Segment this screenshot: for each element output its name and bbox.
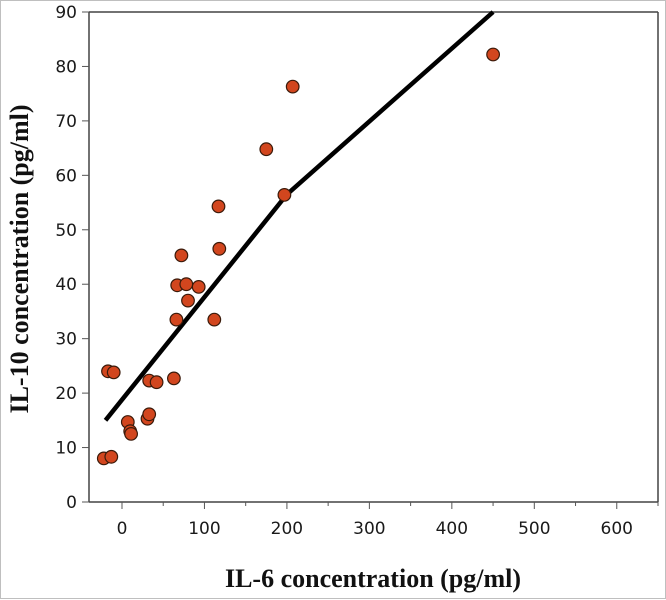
y-tick-label: 70	[55, 112, 77, 132]
data-points	[96, 47, 501, 466]
data-point	[181, 293, 195, 308]
y-tick-label: 20	[55, 384, 77, 404]
x-tick-label: 0	[117, 519, 128, 539]
data-point	[169, 312, 184, 327]
y-axis-ticks: 0 10 20 30 40 50 60 70 80 90	[55, 3, 89, 513]
data-point	[285, 79, 300, 94]
x-tick-label: 600	[601, 519, 633, 539]
data-point	[174, 248, 189, 263]
data-point	[486, 47, 501, 62]
x-axis-title: IL-6 concentration (pg/ml)	[225, 564, 521, 593]
data-point	[207, 312, 222, 327]
y-tick-label: 30	[55, 330, 77, 350]
data-point	[179, 277, 194, 292]
x-tick-label: 400	[436, 519, 468, 539]
y-tick-label: 0	[66, 493, 77, 513]
x-tick-label: 200	[271, 519, 303, 539]
data-point	[277, 187, 292, 202]
data-point	[104, 449, 119, 464]
data-point	[191, 280, 206, 294]
x-tick-label: 500	[518, 519, 550, 539]
regression-line	[103, 10, 495, 422]
y-tick-label: 40	[55, 275, 77, 295]
x-tick-label: 300	[353, 519, 385, 539]
data-point	[212, 241, 227, 256]
x-axis-ticks: 0 100 200 300 400 500 600	[117, 502, 659, 539]
data-point	[166, 371, 181, 386]
y-axis-title: IL-10 concentration (pg/ml)	[5, 104, 34, 413]
data-point	[106, 365, 121, 380]
data-point	[211, 199, 226, 214]
y-tick-label: 50	[55, 221, 77, 241]
y-tick-label: 10	[55, 439, 77, 459]
data-point	[149, 375, 164, 390]
y-tick-label: 80	[55, 57, 77, 77]
y-tick-label: 90	[55, 3, 77, 23]
data-point	[124, 427, 139, 441]
y-tick-label: 60	[55, 166, 77, 186]
data-point	[259, 142, 274, 157]
data-point	[142, 407, 157, 422]
x-tick-label: 100	[188, 519, 220, 539]
